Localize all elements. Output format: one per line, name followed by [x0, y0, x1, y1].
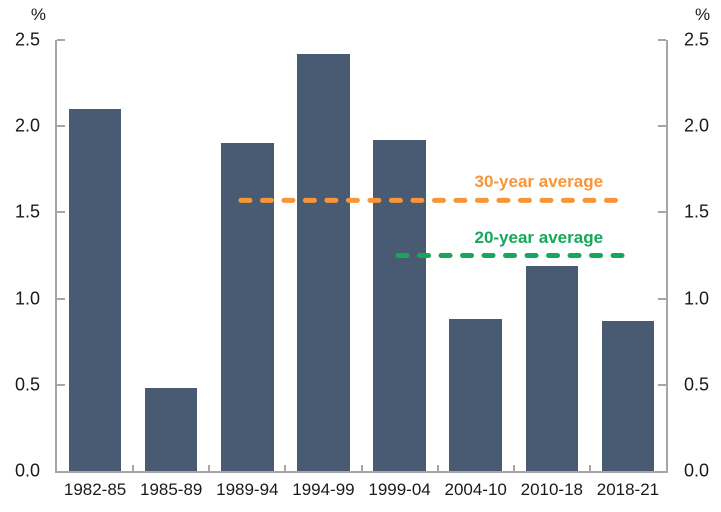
bar-slot-1982-85 — [57, 40, 133, 471]
y-tick-mark-right — [658, 297, 666, 300]
x-tick-mark — [208, 465, 211, 471]
x-category-label: 2004-10 — [444, 480, 507, 499]
bar-1985-89 — [144, 388, 198, 471]
bar-2004-10 — [449, 319, 502, 471]
bar-1999-04 — [373, 140, 426, 471]
x-category-label: 1994-99 — [292, 480, 355, 499]
x-category-label: 2018-21 — [596, 480, 660, 499]
y-tick-mark-left — [57, 383, 65, 386]
average-line-label: 20-year average — [474, 227, 604, 247]
y-tick-label-left: 1.0 — [14, 288, 40, 309]
y-tick-mark-left — [57, 211, 65, 214]
y-tick-mark-right — [658, 125, 666, 128]
y-tick-mark-right — [658, 39, 666, 41]
y-axis-unit-right: % — [695, 5, 711, 24]
y-tick-label-left: 2.5 — [14, 29, 40, 50]
bar-slot-2010-18 — [514, 40, 590, 471]
x-category-label: 1982-85 — [63, 480, 127, 499]
x-tick-mark — [132, 465, 135, 471]
x-tick-mark — [284, 465, 287, 471]
bar-slot-1994-99 — [285, 40, 361, 471]
x-tick-mark — [588, 465, 591, 471]
bar-1982-85 — [68, 108, 122, 471]
bar-slot-1999-04 — [362, 40, 438, 471]
y-tick-label-left: 0.0 — [14, 460, 40, 481]
y-axis-unit-left: % — [30, 5, 46, 24]
y-tick-mark-left — [57, 125, 65, 128]
y-axis-left — [55, 40, 57, 473]
x-tick-mark — [436, 465, 439, 471]
y-tick-label-right: 0.0 — [684, 460, 710, 481]
x-category-label: 1989-94 — [216, 480, 279, 499]
y-tick-mark-left — [57, 297, 65, 300]
bar-2018-21 — [601, 321, 655, 471]
bar-slot-2018-21 — [590, 40, 666, 471]
y-tick-label-left: 0.5 — [14, 374, 40, 395]
bar-1994-99 — [297, 53, 350, 471]
bar-2010-18 — [525, 265, 579, 471]
y-tick-mark-right — [658, 383, 666, 386]
y-axis-right — [666, 40, 668, 473]
bars-container — [57, 40, 666, 471]
y-tick-label-left: 1.5 — [14, 201, 40, 222]
y-tick-label-right: 1.5 — [684, 201, 710, 222]
y-tick-mark-left — [57, 39, 65, 41]
y-tick-label-right: 2.5 — [684, 29, 710, 50]
bar-slot-1985-89 — [133, 40, 209, 471]
y-tick-label-left: 2.0 — [14, 115, 40, 136]
y-tick-label-right: 1.0 — [684, 288, 710, 309]
x-category-label: 1999-04 — [368, 480, 431, 499]
y-tick-mark-right — [658, 211, 666, 214]
x-category-label: 1985-89 — [139, 480, 203, 499]
average-lines-layer — [238, 197, 630, 258]
x-axis — [55, 471, 668, 473]
x-category-label: 2010-18 — [520, 480, 584, 499]
x-tick-mark — [360, 465, 363, 471]
average-line-label: 30-year average — [474, 172, 604, 192]
y-tick-label-right: 0.5 — [684, 374, 710, 395]
x-tick-mark — [512, 465, 515, 471]
bar-slot-2004-10 — [438, 40, 514, 471]
y-tick-label-right: 2.0 — [684, 115, 710, 136]
